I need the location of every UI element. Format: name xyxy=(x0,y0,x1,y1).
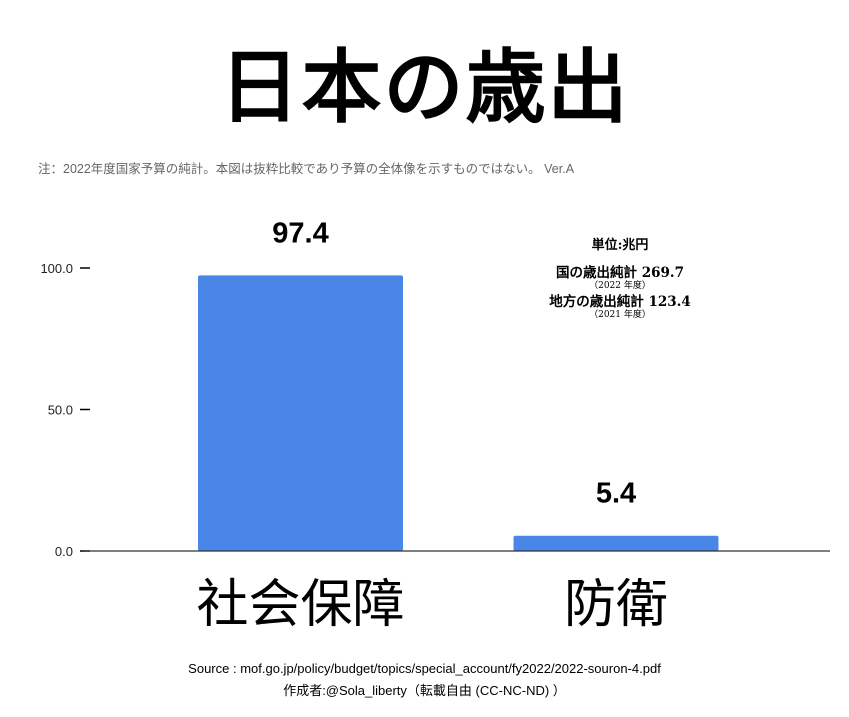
national-spending-year: （2022 年度） xyxy=(589,281,651,291)
local-spending-year: （2021 年度） xyxy=(589,310,651,320)
unit-label: 単位:兆円 xyxy=(591,238,649,253)
national-spending-label: 国の歳出純計 269.7 xyxy=(556,265,684,281)
local-spending-label: 地方の歳出純計 123.4 xyxy=(549,294,691,310)
chart-title: 日本の歳出 xyxy=(219,41,630,134)
bar-social-security xyxy=(198,275,403,551)
x-category-label: 社会保障 xyxy=(196,575,404,635)
bar-data-label: 97.4 xyxy=(272,217,328,249)
bars: 97.4 5.4 xyxy=(198,217,719,551)
unit-info-box: 単位:兆円 国の歳出純計 269.7 （2022 年度） 地方の歳出純計 123… xyxy=(520,234,720,323)
x-axis-labels: 社会保障 防衛 xyxy=(196,575,668,635)
y-axis: 0.0 50.0 100.0 xyxy=(40,261,90,559)
y-tick-label: 100.0 xyxy=(40,261,73,276)
chart-note: 注：2022年度国家予算の純計。本図は抜粋比較であり予算の全体像を示すものではな… xyxy=(38,162,575,176)
y-tick-label: 0.0 xyxy=(55,544,73,559)
y-tick-label: 50.0 xyxy=(48,403,73,418)
bar-data-label: 5.4 xyxy=(596,478,636,510)
x-category-label: 防衛 xyxy=(564,575,668,635)
source-text: Source : mof.go.jp/policy/budget/topics/… xyxy=(188,661,661,676)
bar-defense xyxy=(513,535,719,551)
author-text: 作成者:@Sola_liberty（転載自由 (CC-NC-ND) ） xyxy=(283,683,566,698)
